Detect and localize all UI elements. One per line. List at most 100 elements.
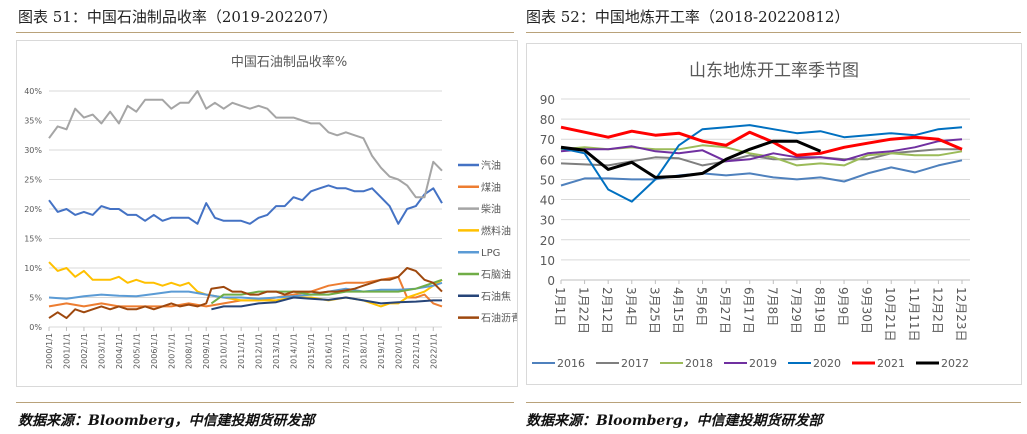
y-tick-label: 40% — [24, 87, 42, 96]
series-line-柴油 — [48, 90, 443, 199]
x-tick-label: 2007/1/1 — [167, 333, 176, 369]
x-tick-label: 2001/1/1 — [62, 333, 71, 369]
x-tick-label: 2016/1/1 — [324, 333, 333, 369]
legend-label: 汽油 — [481, 159, 501, 172]
left-source-note: 数据来源：Bloomberg，中信建投期货研发部 — [18, 413, 315, 429]
x-tick-label: 2010/1/1 — [220, 333, 229, 369]
series-line-2021 — [560, 125, 963, 157]
legend-label: 2017 — [621, 357, 649, 370]
x-tick-label: 1月1日 — [553, 287, 567, 326]
legend-label: 2018 — [685, 357, 713, 370]
right-source-note: 数据来源：Bloomberg，中信建投期货研发部 — [526, 413, 823, 429]
x-tick-label: 2004/1/1 — [115, 333, 124, 369]
legend-label: 2019 — [749, 357, 777, 370]
y-tick-label: 20% — [24, 205, 42, 214]
y-tick-label: 80 — [540, 113, 555, 127]
x-tick-label: 6月17日 — [742, 287, 756, 334]
series-line-石油沥青 — [48, 267, 443, 320]
legend-label: 石油沥青 — [481, 312, 517, 325]
legend-label: 燃料油 — [481, 224, 511, 237]
chart-title: 山东地炼开工率季节图 — [689, 61, 859, 81]
legend-label: 2016 — [557, 357, 585, 370]
x-tick-label: 12月23日 — [954, 287, 968, 342]
y-tick-label: 70 — [540, 133, 555, 147]
x-tick-label: 2000/1/1 — [45, 333, 54, 369]
right-heading-rule — [526, 32, 1021, 33]
x-tick-label: 3月25日 — [647, 287, 661, 334]
legend-label: 柴油 — [481, 203, 501, 216]
left-heading-rule — [16, 32, 514, 33]
y-tick-label: 20 — [540, 234, 555, 248]
x-tick-label: 2003/1/1 — [97, 333, 106, 369]
series-line-2019 — [560, 138, 963, 163]
x-tick-label: 4月15日 — [671, 287, 685, 334]
refined-product-yield-chart: 中国石油制品收率% 0% 5% 10% 15% 20% 25% 30% 35% 40% 2000/1… — [24, 54, 521, 369]
y-tick-label: 25% — [24, 176, 42, 185]
left-figure-heading: 图表 51：中国石油制品收率（2019-202207） — [18, 8, 338, 26]
shandong-refinery-utilization-chart: 山东地炼开工率季节图 0 10 20 30 40 50 60 70 80 90 1月1日 1月22日 2月… — [532, 61, 970, 370]
x-tick-label: 2012/1/1 — [255, 333, 264, 369]
x-tick-label: 11月11日 — [907, 287, 921, 342]
left-chart-panel: 中国石油制品收率% 0% 5% 10% 15% 20% 25% 30% 35% 40% 2000/1… — [16, 40, 521, 387]
legend-label: 煤油 — [481, 181, 501, 194]
x-tick-label: 2011/1/1 — [237, 333, 246, 369]
x-tick-label: 7月8日 — [765, 287, 779, 326]
x-tick-label: 2017/1/1 — [342, 333, 351, 369]
chart-title: 中国石油制品收率% — [231, 54, 347, 70]
x-tick-label: 10月21日 — [883, 287, 897, 342]
x-tick-label: 2009/1/1 — [202, 333, 211, 369]
series-line-2020 — [560, 124, 963, 203]
right-chart-panel: 山东地炼开工率季节图 0 10 20 30 40 50 60 70 80 90 1月1日 1月22日 2月… — [526, 43, 1022, 385]
y-tick-label: 50 — [540, 173, 555, 187]
legend-label: 2020 — [813, 357, 841, 370]
y-tick-label: 10 — [540, 254, 555, 268]
x-tick-label: 2021/1/1 — [412, 333, 421, 369]
x-tick-label: 2002/1/1 — [80, 333, 89, 369]
x-tick-label: 2006/1/1 — [150, 333, 159, 369]
y-tick-label: 40 — [540, 194, 555, 208]
legend-label: 石脑油 — [481, 268, 511, 281]
y-tick-label: 30 — [540, 214, 555, 228]
x-tick-label: 2018/1/1 — [359, 333, 368, 369]
legend-label: LPG — [481, 248, 500, 259]
x-tick-label: 2005/1/1 — [132, 333, 141, 369]
x-tick-label: 2020/1/1 — [394, 333, 403, 369]
x-tick-label: 2019/1/1 — [377, 333, 386, 369]
x-tick-label: 12月2日 — [930, 287, 944, 334]
series-line-2022 — [560, 139, 822, 179]
x-tick-label: 2013/1/1 — [272, 333, 281, 369]
y-tick-label: 10% — [24, 264, 42, 273]
y-tick-label: 30% — [24, 146, 42, 155]
legend-label: 石油焦 — [481, 290, 511, 303]
series-line-LPG — [48, 281, 443, 300]
x-tick-label: 1月22日 — [577, 287, 591, 334]
right-footer-rule — [526, 402, 1021, 403]
series-line-石油焦 — [211, 296, 442, 311]
left-footer-rule — [16, 402, 514, 403]
x-tick-label: 2月12日 — [600, 287, 614, 334]
y-tick-label: 90 — [540, 93, 555, 107]
y-tick-label: 0% — [29, 323, 42, 332]
legend-label: 2021 — [877, 357, 905, 370]
y-tick-label: 5% — [29, 294, 42, 303]
x-tick-label: 9月30日 — [860, 287, 874, 334]
x-tick-label: 7月29日 — [789, 287, 803, 334]
y-tick-label: 35% — [24, 117, 42, 126]
x-tick-label: 2014/1/1 — [290, 333, 299, 369]
x-tick-label: 5月27日 — [718, 287, 732, 334]
legend-label: 2022 — [941, 357, 969, 370]
right-figure-heading: 图表 52：中国地炼开工率（2018-20220812） — [526, 8, 850, 26]
series-line-燃料油 — [48, 261, 443, 308]
x-tick-label: 2022/1/1 — [429, 333, 438, 369]
x-tick-label: 2008/1/1 — [185, 333, 194, 369]
x-tick-label: 2015/1/1 — [307, 333, 316, 369]
y-tick-label: 15% — [24, 235, 42, 244]
x-tick-label: 3月4日 — [624, 287, 638, 326]
series-line-2017 — [560, 148, 962, 167]
x-tick-label: 5月6日 — [695, 287, 709, 326]
y-tick-label: 0 — [547, 274, 555, 288]
series-line-汽油 — [48, 184, 443, 225]
series-line-2016 — [560, 159, 963, 187]
y-tick-label: 60 — [540, 153, 555, 167]
